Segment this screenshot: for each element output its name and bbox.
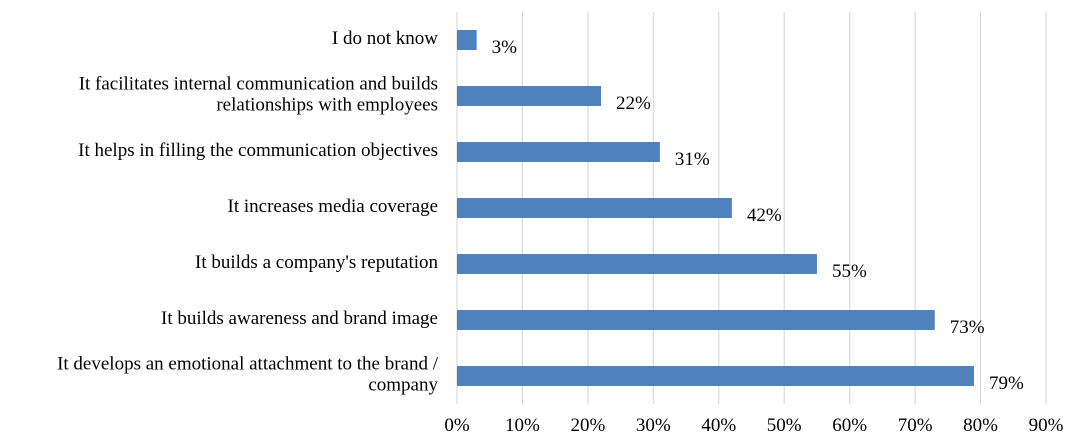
category-label: It develops an emotional attachment to t… <box>57 354 439 396</box>
bar <box>457 30 477 50</box>
bars <box>457 30 975 386</box>
x-tick-label: 0% <box>444 415 470 436</box>
bar <box>457 142 660 162</box>
category-label: It facilitates internal communication an… <box>79 74 438 116</box>
data-label: 73% <box>950 317 985 338</box>
x-tick-label: 70% <box>898 415 933 436</box>
data-label: 31% <box>675 149 710 170</box>
x-tick-label: 90% <box>1029 415 1064 436</box>
x-tick-label: 40% <box>701 415 736 436</box>
bar <box>457 198 732 218</box>
category-label: I do not know <box>332 28 438 49</box>
data-label: 55% <box>832 261 867 282</box>
x-tick-label: 80% <box>963 415 998 436</box>
data-label: 42% <box>747 205 782 226</box>
data-label: 79% <box>989 373 1024 394</box>
category-label: It increases media coverage <box>228 196 438 217</box>
category-label: It helps in filling the communication ob… <box>78 140 438 161</box>
x-tick-label: 60% <box>832 415 867 436</box>
x-tick-label: 30% <box>636 415 671 436</box>
bar <box>457 254 817 274</box>
bar <box>457 366 975 386</box>
x-tick-label: 10% <box>505 415 540 436</box>
data-labels: 3% 22% 31% 42% 55% 73% 79% <box>492 37 1024 394</box>
category-labels: I do not know It facilitates internal com… <box>57 28 439 396</box>
x-tick-label: 20% <box>570 415 605 436</box>
data-label: 3% <box>492 37 517 58</box>
x-tick-label: 50% <box>767 415 802 436</box>
category-label: It builds a company's reputation <box>195 252 438 273</box>
x-axis-ticks: 0% 10% 20% 30% 40% 50% 60% 70% 80% 90% <box>444 415 1063 436</box>
data-label: 22% <box>616 93 651 114</box>
category-label: It builds awareness and brand image <box>161 308 438 329</box>
bar <box>457 310 935 330</box>
bar <box>457 86 601 106</box>
